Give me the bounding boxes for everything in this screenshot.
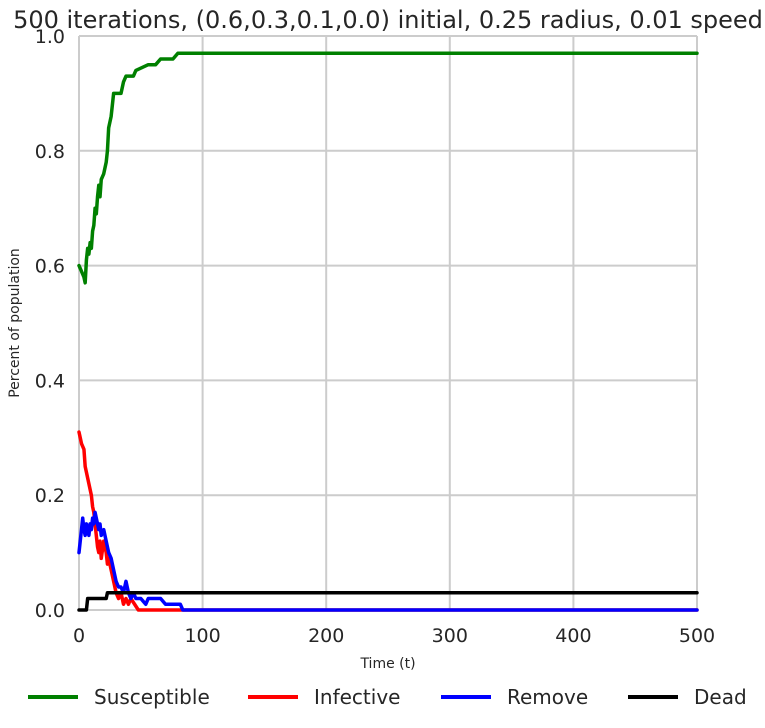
y-tick-labels: 0.0 0.2 0.4 0.6 0.8 1.0 — [35, 26, 65, 622]
x-tick-label: 500 — [679, 625, 715, 647]
chart-title: 500 iterations, (0.6,0.3,0.1,0.0) initia… — [13, 6, 763, 34]
legend: Susceptible Infective Remove Dead — [28, 685, 747, 709]
x-tick-label: 100 — [184, 625, 220, 647]
y-tick-label: 0.6 — [35, 256, 65, 278]
y-tick-label: 0.8 — [35, 141, 65, 163]
legend-label-dead: Dead — [694, 685, 747, 709]
series-line-dead — [77, 591, 699, 612]
legend-label-susceptible: Susceptible — [94, 685, 210, 709]
grid-lines — [78, 35, 698, 611]
x-tick-label: 400 — [555, 625, 591, 647]
x-tick-label: 200 — [308, 625, 344, 647]
plot-area-background — [79, 36, 697, 610]
x-tick-label: 300 — [432, 625, 468, 647]
series-line-susceptible — [77, 51, 699, 285]
legend-label-remove: Remove — [507, 685, 588, 709]
y-tick-label: 0.2 — [35, 485, 65, 507]
y-tick-label: 1.0 — [35, 26, 65, 48]
x-tick-labels: 0 100 200 300 400 500 — [73, 625, 715, 647]
series-lines — [77, 51, 699, 612]
series-line-remove — [77, 510, 699, 612]
x-axis-label: Time (t) — [359, 656, 415, 672]
y-axis-label: Percent of population — [7, 248, 23, 398]
series-line-infective — [77, 430, 699, 612]
y-tick-label: 0.4 — [35, 370, 65, 392]
legend-label-infective: Infective — [314, 685, 400, 709]
y-tick-label: 0.0 — [35, 600, 65, 622]
x-tick-label: 0 — [73, 625, 85, 647]
